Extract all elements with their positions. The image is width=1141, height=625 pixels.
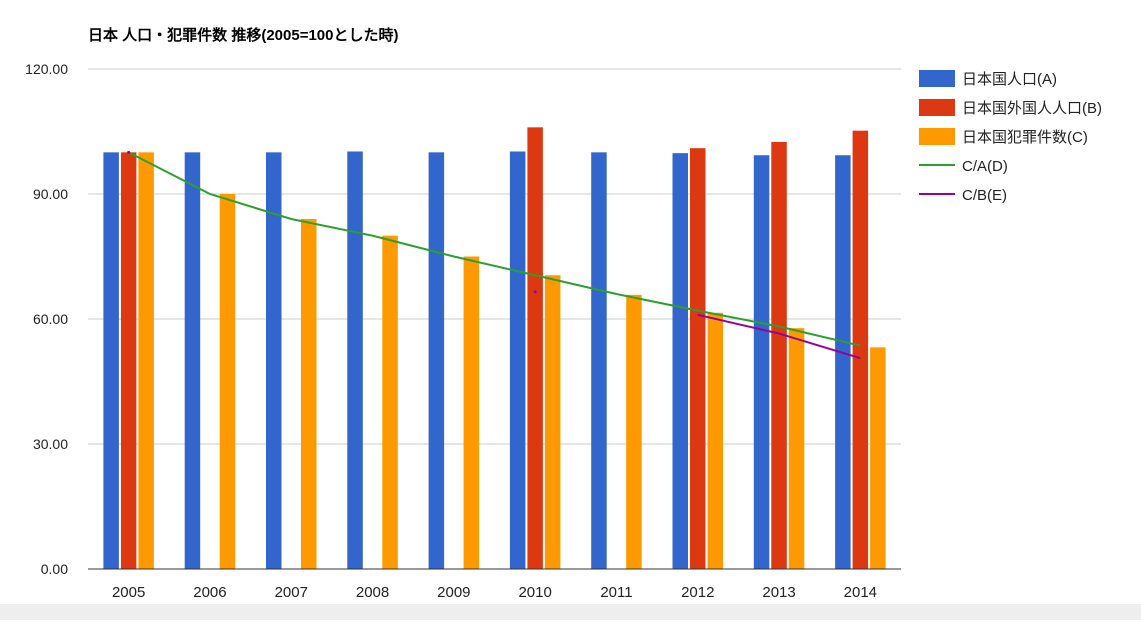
- x-tick-label: 2012: [681, 584, 714, 601]
- bar-日本国犯罪件数(C): [544, 275, 561, 569]
- x-tick-label: 2008: [356, 584, 389, 601]
- legend-swatch: [919, 99, 955, 116]
- bar-日本国外国人人口(B): [771, 141, 787, 569]
- legend-label: 日本国外国人人口(B): [962, 100, 1102, 117]
- legend-label: C/B(E): [962, 187, 1007, 204]
- bar-日本国犯罪件数(C): [626, 294, 642, 569]
- legend-label: 日本国犯罪件数(C): [962, 129, 1088, 146]
- x-tick-label: 2011: [600, 584, 632, 601]
- bar-日本国人口(A): [347, 151, 363, 569]
- bar-日本国人口(A): [591, 152, 607, 570]
- bar-日本国人口(A): [509, 151, 526, 569]
- y-tick-label: 60.00: [33, 311, 68, 327]
- bar-日本国外国人人口(B): [527, 127, 543, 569]
- legend: 日本国人口(A) 日本国外国人人口(B) 日本国犯罪件数(C) C/A(D) C/B(E…: [919, 70, 1102, 204]
- bar-日本国犯罪件数(C): [301, 219, 317, 569]
- x-axis-tick-labels: 2005 2006 2007 2008 2009 2010 2011 2012 2013 2014: [112, 584, 877, 601]
- x-tick-label: 2013: [762, 584, 795, 601]
- bar-日本国外国人人口(B): [120, 152, 137, 570]
- bar-日本国人口(A): [672, 153, 688, 569]
- bar-日本国犯罪件数(C): [707, 312, 723, 569]
- y-tick-label: 90.00: [33, 186, 68, 202]
- legend-label: C/A(D): [962, 158, 1008, 175]
- line-point-C/B(E): [127, 150, 131, 154]
- x-tick-label: 2005: [112, 584, 145, 601]
- line-series-C/B(E): [697, 313, 861, 360]
- bar-日本国人口(A): [266, 152, 282, 570]
- bar-日本国犯罪件数(C): [870, 347, 886, 569]
- bar-日本国犯罪件数(C): [382, 235, 398, 569]
- bar-日本国犯罪件数(C): [138, 152, 154, 570]
- lines: [127, 150, 861, 360]
- legend-swatch: [919, 128, 955, 145]
- x-tick-label: 2010: [518, 584, 551, 601]
- bar-日本国犯罪件数(C): [463, 256, 480, 569]
- bar-日本国人口(A): [428, 152, 445, 570]
- x-tick-label: 2014: [844, 584, 877, 601]
- y-tick-label: 120.00: [25, 61, 68, 77]
- x-tick-label: 2009: [437, 584, 470, 601]
- bars: [103, 127, 886, 570]
- x-tick-label: 2006: [193, 584, 226, 601]
- line-point-C/B(E): [533, 290, 537, 294]
- legend-label: 日本国人口(A): [962, 71, 1057, 88]
- bar-日本国外国人人口(B): [852, 130, 869, 569]
- x-tick-label: 2007: [275, 584, 308, 601]
- bar-日本国人口(A): [103, 152, 119, 570]
- bar-日本国人口(A): [184, 152, 201, 570]
- y-tick-label: 0.00: [41, 561, 68, 577]
- legend-swatch: [919, 70, 955, 87]
- bar-日本国人口(A): [835, 155, 851, 569]
- bar-日本国外国人人口(B): [690, 148, 706, 569]
- chart-title: 日本 人口・犯罪件数 推移(2005=100とした時): [88, 26, 398, 44]
- bar-日本国犯罪件数(C): [219, 194, 236, 569]
- bottom-strip: [0, 604, 1141, 620]
- y-tick-label: 30.00: [33, 436, 68, 452]
- y-axis-tick-labels: 0.00 30.00 60.00 90.00 120.00: [25, 61, 68, 577]
- bar-日本国犯罪件数(C): [788, 328, 805, 569]
- line-series-C/A(D): [128, 151, 861, 347]
- bar-日本国人口(A): [753, 155, 770, 569]
